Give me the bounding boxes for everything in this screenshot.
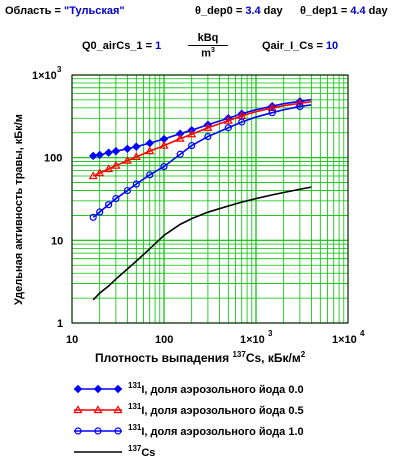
series-point-1 — [187, 129, 197, 138]
legend-swatch-marker-1 — [73, 405, 83, 414]
dep1-value: 4.4 — [350, 5, 366, 17]
qair-value: 10 — [325, 40, 339, 52]
dep0-unit: day — [263, 5, 283, 17]
series-point-1 — [122, 155, 132, 164]
series-point-2 — [268, 109, 276, 117]
legend-swatch-marker-2 — [74, 427, 82, 435]
dep1-group: θ_dep1 = 4.4 day — [300, 5, 388, 17]
series-point-2 — [176, 150, 184, 158]
y-tick-label-1e3: 1×10 — [32, 70, 57, 82]
legend-label-2: 131I, доля аэрозольного йода 1.0 — [128, 423, 304, 438]
legend-swatch-marker-1 — [113, 405, 123, 414]
series-point-2 — [224, 124, 232, 132]
series-point-2 — [96, 208, 104, 216]
q0-unit-den-wrap: m3 — [188, 47, 228, 60]
q0-unit-fraction: kBq m3 — [188, 32, 228, 60]
legend-swatch-marker-0 — [93, 384, 103, 394]
series-point-0 — [295, 97, 305, 106]
dep0-label: θ_dep0 — [195, 5, 233, 17]
qair-label: Qair_I_Cs — [262, 40, 314, 52]
dep1-unit: day — [368, 5, 388, 17]
region-label: Область — [5, 5, 52, 17]
series-point-2 — [238, 118, 246, 126]
q0-group: Q0_airCs_1 = 1 — [82, 40, 161, 52]
series-point-1 — [159, 140, 169, 149]
dep1-label: θ_dep1 — [300, 5, 338, 17]
y-tick-label-10: 10 — [51, 235, 63, 247]
q0-label: Q0_airCs_1 — [82, 40, 143, 52]
header-row-1: Область = "Тульская" — [5, 5, 125, 17]
series-point-1 — [175, 133, 185, 142]
series-point-2 — [112, 194, 120, 203]
series-point-0 — [104, 148, 113, 157]
region-eq: = — [54, 5, 61, 17]
series-point-2 — [89, 213, 97, 221]
series-point-1 — [203, 123, 213, 131]
series-point-2 — [132, 180, 140, 188]
dep0-value: 3.4 — [245, 5, 261, 17]
x-tick-label-100: 100 — [155, 334, 173, 346]
y-tick-label-1: 1 — [57, 318, 63, 330]
series-point-0 — [145, 138, 154, 148]
legend-swatch-marker-2 — [114, 427, 122, 435]
series-point-1 — [145, 146, 155, 155]
y-axis-label: Удельная активность травы, кБк/м — [13, 114, 25, 305]
series-point-1 — [111, 160, 121, 169]
dep1-eq: = — [340, 5, 348, 17]
legend-swatch-marker-0 — [113, 384, 123, 394]
series-point-2 — [296, 102, 304, 111]
legend-swatch-marker-0 — [73, 384, 83, 394]
qair-group: Qair_I_Cs = 10 — [262, 40, 338, 52]
series-point-1 — [104, 164, 114, 173]
series-point-2 — [123, 186, 131, 195]
q0-unit-den: m — [201, 47, 211, 60]
legend-label-0: 131I, доля аэрозольного йода 0.0 — [128, 381, 304, 396]
qair-eq: = — [316, 40, 323, 52]
series-line-2 — [92, 104, 312, 218]
plot-frame — [71, 74, 349, 324]
x-tick-label-1e3: 1×10 — [240, 334, 265, 346]
fraction-bar — [188, 45, 228, 46]
series-point-0 — [88, 151, 98, 161]
q0-unit-num: kBq — [197, 32, 219, 44]
x-tick-exp-1e3: 3 — [268, 329, 273, 338]
y-tick-exp-1e3: 3 — [57, 65, 62, 74]
x-tick-exp-1e4: 4 — [360, 329, 365, 338]
q0-eq: = — [145, 40, 153, 52]
series-point-0 — [111, 146, 121, 156]
legend-swatch-marker-2 — [94, 427, 102, 435]
q0-unit-den-exp: 3 — [210, 47, 215, 54]
series-point-2 — [204, 132, 212, 141]
x-tick-label-1e4: 1×10 — [332, 334, 357, 346]
y-tick-label-100: 100 — [44, 153, 62, 165]
series-point-0 — [132, 142, 141, 151]
q0-value: 1 — [155, 40, 162, 52]
x-tick-label-10: 10 — [66, 334, 78, 346]
series-point-2 — [160, 162, 168, 171]
series-point-0 — [95, 150, 104, 160]
legend-swatch-marker-1 — [93, 405, 103, 414]
series-point-1 — [95, 168, 105, 177]
series-point-0 — [175, 129, 185, 138]
series-point-2 — [188, 141, 196, 150]
legend-label-1: 131I, доля аэрозольного йода 0.5 — [128, 402, 304, 417]
series-point-2 — [105, 201, 113, 209]
series-point-1 — [88, 171, 98, 180]
series-point-1 — [131, 152, 141, 161]
series-point-1 — [267, 103, 277, 111]
dep0-eq: = — [235, 5, 243, 17]
series-point-1 — [223, 116, 233, 124]
legend-label-3: 137Cs — [128, 444, 155, 459]
dep0-group: θ_dep0 = 3.4 day — [195, 5, 283, 17]
series-point-0 — [123, 144, 132, 154]
region-value: "Тульская" — [64, 5, 125, 17]
series-point-2 — [146, 171, 154, 179]
x-axis-label: Плотность выпадения 137Cs, кБк/м2 — [95, 350, 306, 365]
series-line-3 — [92, 186, 312, 301]
